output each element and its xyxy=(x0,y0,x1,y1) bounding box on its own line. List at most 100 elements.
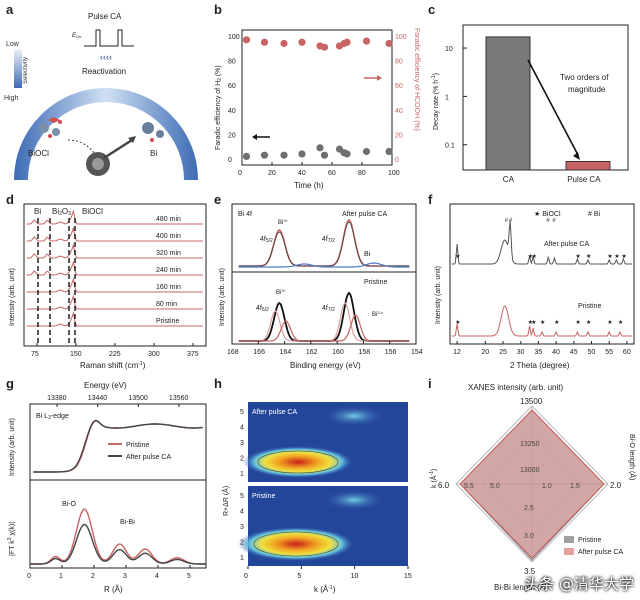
selectivity-label: Selectivity xyxy=(23,57,29,84)
panel-label-g: g xyxy=(6,376,14,391)
pristine-data-curve xyxy=(238,291,410,342)
peak-marker: ★ xyxy=(575,319,580,326)
scatter-point xyxy=(298,38,306,46)
y-left-tick-label: 60 xyxy=(228,83,236,90)
x-tick-label: 80 xyxy=(358,170,366,177)
x-axis-label: R (Å) xyxy=(104,585,123,594)
top-tick-1: 13250 xyxy=(520,441,540,448)
scatter-point xyxy=(316,144,324,152)
x-tick-label: 2 xyxy=(91,573,95,580)
x-tick-label: 156 xyxy=(385,349,397,356)
x-tick-label: 158 xyxy=(358,349,370,356)
biocl-label: BiOCl xyxy=(28,149,49,158)
y-right-tick-label: 80 xyxy=(395,59,403,66)
energy-axis-title: Energy (eV) xyxy=(84,381,127,390)
peak-marker: # xyxy=(505,218,509,224)
panel-label-i: i xyxy=(428,376,432,391)
peak-marker: ★ xyxy=(621,253,626,260)
trace-label: 80 min xyxy=(156,301,177,308)
y-tick-label: 1 xyxy=(240,471,244,478)
right-tick-2: 2.0 xyxy=(610,481,622,490)
high-label: High xyxy=(4,95,19,102)
x-tick-label: 160 xyxy=(332,349,344,356)
x-tick-label: 5 xyxy=(297,573,301,580)
peak-marker: ★ xyxy=(540,319,545,326)
y-left-tick-label: 40 xyxy=(228,108,236,115)
top-bi-label: Bi xyxy=(364,251,371,258)
bottom-bix-label: Bi3-x xyxy=(372,310,383,318)
x-tick-label: 0 xyxy=(238,170,242,177)
x-tick-label: 154 xyxy=(411,349,423,356)
y-axis-left-label: Faradic efficiency of H2 (%) xyxy=(215,65,223,150)
energy-tick-label: 13440 xyxy=(88,395,108,402)
panel-label-b: b xyxy=(214,2,222,17)
x-tick-label: 30 xyxy=(517,349,525,356)
left-axis-title: k (Å-1) xyxy=(429,469,438,488)
top-4f72-label: 4f7/2 xyxy=(322,236,335,244)
y-left-tick-label: 80 xyxy=(228,59,236,66)
y-tick-label: 1 xyxy=(445,94,449,101)
legend-pristine-swatch xyxy=(564,536,574,543)
after-fit-curve xyxy=(238,218,410,267)
x-tick-label: 60 xyxy=(623,349,631,356)
pulse-waveform xyxy=(84,29,134,47)
y-axis-label: R+ΔR (Å) xyxy=(221,486,230,516)
y-tick-label: 3 xyxy=(240,524,244,531)
x-tick-label: 162 xyxy=(306,349,318,356)
y-axis-label: Intensity (arb. unit) xyxy=(219,268,226,326)
x-tick-label: 40 xyxy=(552,349,560,356)
x-axis-label: Raman shift (cm-1) xyxy=(80,361,146,370)
panel-label-h: h xyxy=(214,376,222,391)
bottom-tick-1: 3.0 xyxy=(524,533,534,540)
x-tick-label: 12 xyxy=(453,349,461,356)
legend-after: After pulse CA xyxy=(578,549,623,556)
selectivity-bar xyxy=(14,50,22,88)
decay-arrow-head xyxy=(573,152,580,160)
biocl-crystal-icon xyxy=(48,117,60,123)
reactivation-label: Reactivation xyxy=(82,67,126,76)
peak-marker: ★ xyxy=(528,253,533,260)
legend-pristine: Pristine xyxy=(126,442,149,449)
pulse-ca-title: Pulse CA xyxy=(88,12,122,21)
panel-i-chart: XANES intensity (arb. unit) 13500 13250 … xyxy=(429,383,637,592)
after-xrd-trace xyxy=(451,221,633,265)
annotation-line-2: magnitude xyxy=(568,85,606,94)
peak-label-biocl: BiOCl xyxy=(82,207,103,216)
annotation-line-1: Two orders of xyxy=(560,73,609,82)
after-data-curve xyxy=(238,221,410,267)
x-tick-label: 45 xyxy=(570,349,578,356)
peak-marker: ★ xyxy=(455,319,460,326)
x-tick-label: 10 xyxy=(351,573,359,580)
y-left-tick-label: 0 xyxy=(228,157,232,164)
raman-trace xyxy=(26,209,203,225)
category-label: CA xyxy=(503,175,515,184)
panel-f-chart: ★# #★★# #★ ★ ★ ★ ★★ ★★ ★ ★ ★ ★ ★ ★12 20 25 30 35 40 45 50 55 6… xyxy=(435,203,635,370)
x-tick-label: 150 xyxy=(70,351,82,358)
y-axis-bottom-label: |FT k3 χ(k)| xyxy=(7,522,16,556)
legend-biocl: ★ BiOCl xyxy=(534,210,561,218)
legend-pristine: Pristine xyxy=(364,279,387,286)
plot-frame xyxy=(462,24,629,171)
scatter-point xyxy=(320,43,329,51)
chevron-icons: ‹‹‹‹ xyxy=(100,52,112,62)
x-tick-label: 55 xyxy=(605,349,613,356)
x-tick-label: 35 xyxy=(534,349,542,356)
scatter-point xyxy=(242,152,251,161)
scatter-point xyxy=(280,39,288,48)
y-tick-label: 10 xyxy=(445,46,453,53)
x-tick-label: 100 xyxy=(388,170,400,177)
x-tick-label: 4 xyxy=(155,573,159,580)
bio-label: Bi-O xyxy=(62,501,77,508)
after-label: After pulse CA xyxy=(252,409,297,416)
y-tick-label: 4 xyxy=(240,509,244,516)
pristine-bix-component xyxy=(238,314,410,342)
top-bi3-label: Bi3+ xyxy=(278,218,289,226)
y-right-tick-label: 40 xyxy=(395,108,403,115)
trace-label: 240 min xyxy=(156,267,181,274)
scatter-point xyxy=(260,38,269,46)
y-right-tick-label: 20 xyxy=(395,132,403,139)
x-axis-label: Time (h) xyxy=(294,181,324,190)
peak-marker: ★ xyxy=(455,253,460,260)
bi-label: Bi xyxy=(150,149,157,158)
x-tick-label: 40 xyxy=(298,170,306,177)
